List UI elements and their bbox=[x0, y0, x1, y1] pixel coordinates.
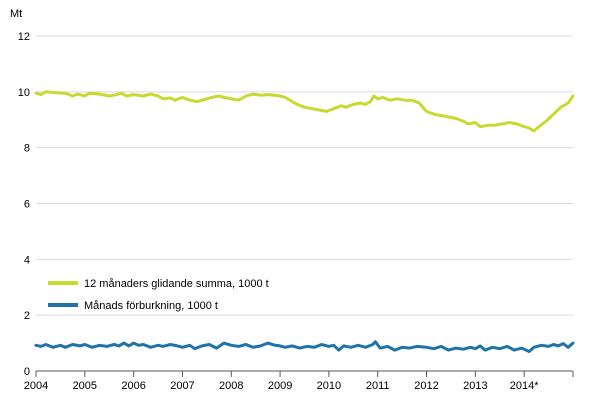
y-tick-label: 0 bbox=[24, 366, 30, 378]
y-tick-label: 2 bbox=[24, 310, 30, 322]
x-tick-label: 2005 bbox=[73, 380, 97, 392]
y-tick-label: 4 bbox=[24, 254, 30, 266]
x-tick-label: 2006 bbox=[121, 380, 145, 392]
series-layer bbox=[34, 90, 575, 353]
y-tick-label: 6 bbox=[24, 199, 30, 211]
y-tick-label: 8 bbox=[24, 143, 30, 155]
x-tick-label: 2007 bbox=[170, 380, 194, 392]
x-tick-label: 2014* bbox=[510, 380, 539, 392]
y-tick-label: 10 bbox=[18, 87, 30, 99]
legend: 12 månaders glidande summa, 1000 t Månad… bbox=[48, 278, 269, 312]
x-tick-label: 2011 bbox=[366, 380, 390, 392]
x-tick-label: 2008 bbox=[219, 380, 243, 392]
grid-layer bbox=[36, 35, 573, 316]
x-tick-label: 2009 bbox=[268, 380, 292, 392]
y-tick-label: 12 bbox=[18, 31, 30, 43]
series-line-2 bbox=[34, 340, 575, 353]
legend-label-series-2: Månads förburkning, 1000 t bbox=[84, 300, 218, 312]
x-tick-label: 2004 bbox=[24, 380, 48, 392]
x-tick-label: 2010 bbox=[317, 380, 341, 392]
x-tick-label: 2012 bbox=[414, 380, 438, 392]
series-line-1 bbox=[34, 90, 575, 133]
x-tick-label: 2013 bbox=[463, 380, 487, 392]
y-axis-unit-label: Mt bbox=[10, 8, 22, 20]
legend-label-series-1: 12 månaders glidande summa, 1000 t bbox=[84, 278, 269, 290]
axis-layer: Mt 0 2 4 6 8 10 12 2004 2005 2006 2007 2008 2009 2010… bbox=[10, 8, 574, 392]
